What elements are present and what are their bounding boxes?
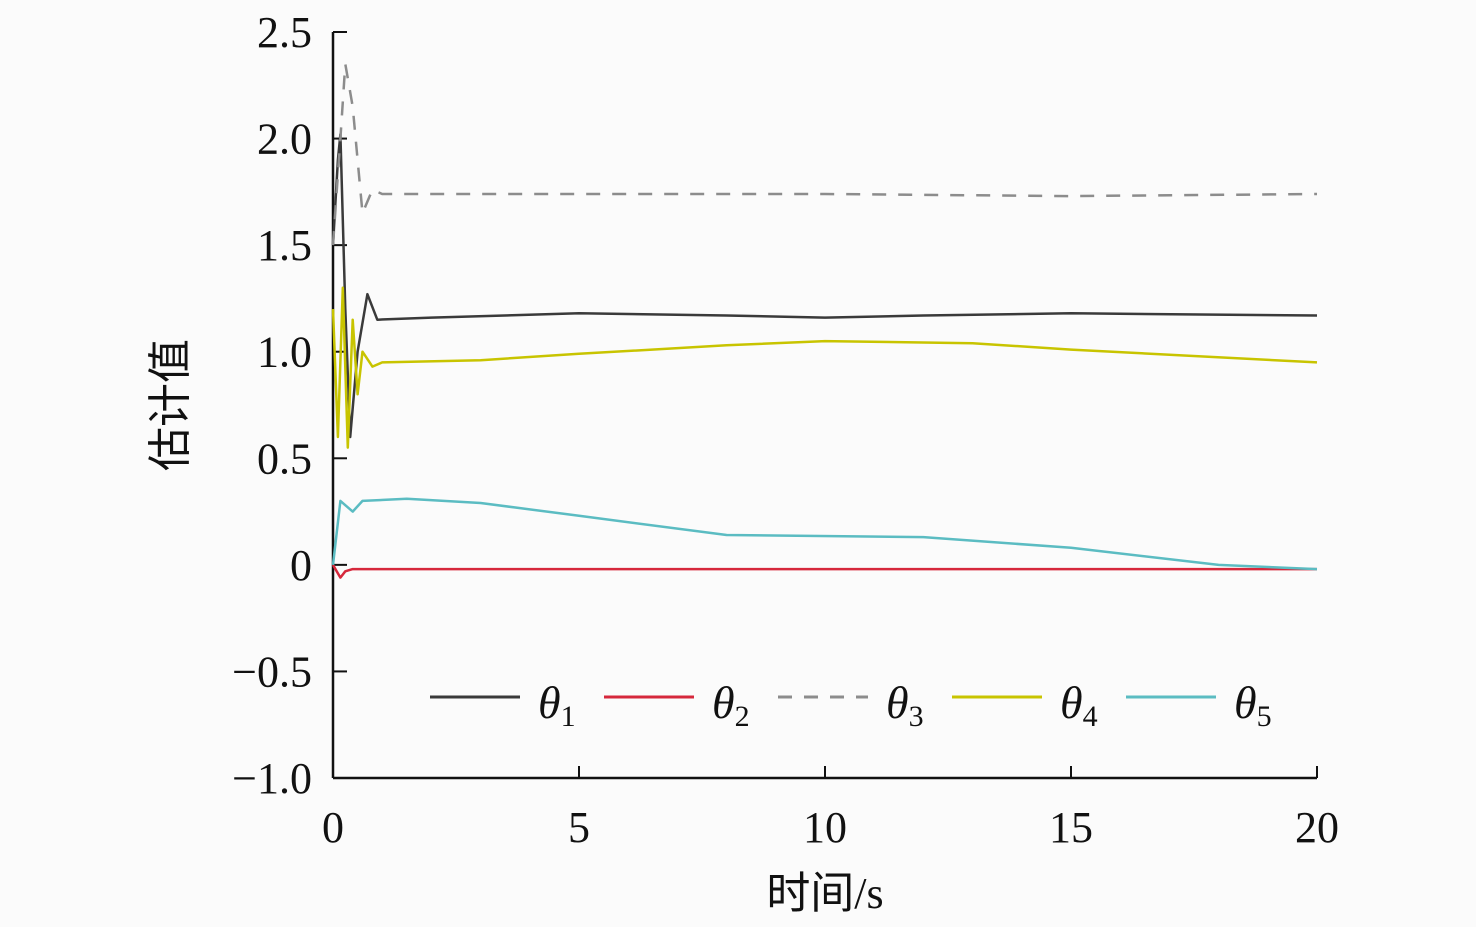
legend-subscript: 3 bbox=[909, 700, 924, 733]
series-line-θ2 bbox=[331, 564, 1317, 579]
legend-label: θ1 bbox=[538, 677, 576, 733]
legend-label: θ5 bbox=[1234, 677, 1272, 733]
y-tick-label: 1.5 bbox=[257, 221, 312, 270]
axes: −1.0−0.500.51.01.52.02.50 5 10 15 20 bbox=[232, 8, 1339, 852]
y-tick-label: −0.5 bbox=[232, 647, 312, 696]
legend-label: θ3 bbox=[886, 677, 924, 733]
series-line-θ1 bbox=[331, 133, 1318, 439]
legend-subscript: 1 bbox=[561, 700, 576, 733]
x-tick-label: 15 bbox=[1049, 803, 1093, 852]
legend-subscript: 5 bbox=[1257, 700, 1272, 733]
y-tick-label: 1.0 bbox=[257, 328, 312, 377]
legend-subscript: 4 bbox=[1083, 700, 1098, 733]
x-tick-label: 5 bbox=[568, 803, 590, 852]
y-tick-label: −1.0 bbox=[232, 754, 312, 803]
y-tick-label: 0 bbox=[290, 541, 312, 590]
series-lines bbox=[331, 62, 1318, 579]
x-axis-label: 时间/s bbox=[766, 869, 883, 918]
x-tick-label: 0 bbox=[322, 803, 344, 852]
y-tick-label: 2.5 bbox=[257, 8, 312, 57]
y-tick-label: 2.0 bbox=[257, 115, 312, 164]
legend-label: θ2 bbox=[712, 677, 750, 733]
series-line-θ3 bbox=[331, 62, 1318, 246]
series-line-θ5 bbox=[331, 497, 1318, 571]
series-line-θ4 bbox=[331, 286, 1318, 449]
legend-subscript: 2 bbox=[735, 700, 750, 733]
y-axis-label: 估计值 bbox=[146, 339, 195, 471]
legend-label: θ4 bbox=[1060, 677, 1098, 733]
y-tick-label: 0.5 bbox=[257, 434, 312, 483]
x-tick-label: 10 bbox=[803, 803, 847, 852]
legend: θ1 θ2 θ3 θ4 θ5 bbox=[430, 677, 1272, 733]
x-tick-label: 20 bbox=[1295, 803, 1339, 852]
